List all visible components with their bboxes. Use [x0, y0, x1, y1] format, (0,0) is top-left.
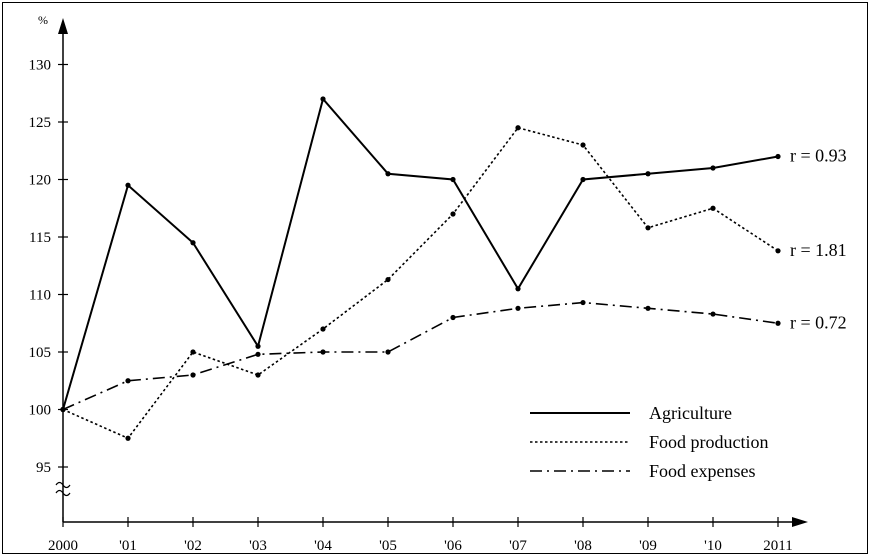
data-point	[450, 176, 456, 183]
data-point	[190, 372, 196, 378]
y-tick-label: 110	[29, 288, 51, 304]
data-point	[580, 176, 586, 183]
x-tick-label: '05	[379, 538, 397, 554]
data-point	[645, 305, 651, 311]
legend-label: Food production	[649, 432, 769, 452]
data-point	[515, 125, 521, 131]
series-annotation: r = 1.81	[790, 240, 847, 260]
x-tick-label: '09	[639, 538, 657, 554]
data-point	[710, 205, 716, 211]
y-tick-label: 115	[29, 230, 51, 246]
data-point	[320, 96, 326, 102]
data-point	[125, 182, 131, 188]
x-tick-label: '06	[444, 538, 462, 554]
x-tick-label: '10	[704, 538, 722, 554]
data-point	[450, 314, 456, 321]
data-point	[645, 225, 651, 231]
data-point	[710, 311, 716, 317]
data-point	[190, 349, 196, 355]
data-point	[190, 240, 196, 246]
y-tick-label: 130	[29, 58, 52, 74]
data-point	[775, 248, 781, 254]
series-line-food-production	[62, 126, 779, 440]
x-tick-label: '02	[184, 538, 202, 554]
y-tick-label: 105	[29, 345, 52, 361]
y-tick-label: 95	[36, 460, 51, 476]
series-line-food-expenses	[62, 301, 779, 411]
series-annotation: r = 0.93	[790, 146, 847, 166]
x-tick-label: '08	[574, 538, 592, 554]
x-tick-label: '01	[119, 538, 137, 554]
legend-label: Food expenses	[649, 461, 756, 481]
data-point	[515, 286, 521, 292]
data-point	[255, 343, 261, 349]
data-point	[385, 349, 391, 355]
axis-break-mark	[55, 481, 71, 489]
data-point	[645, 171, 651, 177]
data-point	[710, 165, 716, 171]
data-point	[775, 153, 781, 160]
data-point	[320, 326, 326, 332]
y-axis-arrow	[58, 18, 68, 34]
data-point	[60, 406, 66, 413]
data-point	[515, 305, 521, 311]
data-point	[385, 171, 391, 177]
y-tick-label: 100	[29, 403, 52, 419]
data-point	[580, 299, 586, 306]
chart-frame	[2, 2, 868, 554]
data-point	[255, 351, 261, 357]
y-tick-label: 125	[29, 115, 52, 131]
x-tick-label: '07	[509, 538, 527, 554]
data-point	[775, 320, 781, 326]
x-tick-label: 2000	[48, 538, 78, 554]
data-point	[255, 372, 261, 378]
series-line-agriculture	[62, 96, 779, 410]
axis-break-mark	[55, 489, 71, 497]
y-tick-label: 120	[29, 173, 52, 189]
data-point	[450, 211, 456, 217]
data-point	[580, 142, 586, 148]
data-point	[320, 349, 326, 355]
series-annotation: r = 0.72	[790, 312, 847, 332]
data-point	[125, 435, 131, 441]
y-axis-label: %	[38, 13, 48, 27]
legend-label: Agriculture	[649, 403, 732, 423]
x-tick-label: 2011	[763, 538, 792, 554]
x-tick-label: '04	[314, 538, 332, 554]
data-point	[385, 276, 391, 283]
data-point	[125, 378, 131, 384]
x-axis-arrow	[792, 517, 808, 527]
x-tick-label: '03	[249, 538, 267, 554]
